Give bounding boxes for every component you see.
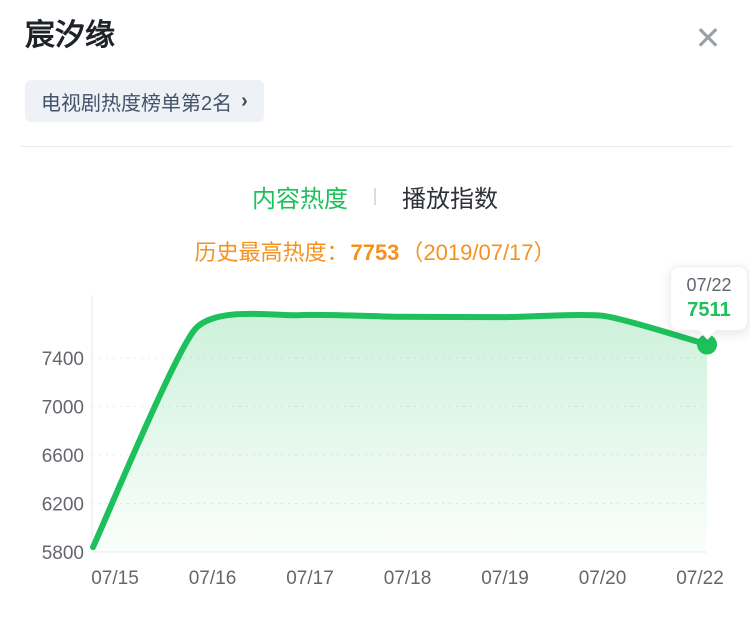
peak-note-date: （2019/07/17）	[401, 240, 556, 265]
rank-badge[interactable]: 电视剧热度榜单第2名 ›	[25, 80, 264, 122]
last-point-marker	[697, 334, 717, 355]
peak-note-label: 历史最高热度：	[194, 240, 349, 265]
y-axis-tick-label: 6200	[42, 495, 84, 516]
peak-note: 历史最高热度：7753（2019/07/17）	[0, 240, 750, 266]
tab-play-index[interactable]: 播放指数	[402, 185, 498, 213]
y-axis-tick-label: 7000	[42, 398, 84, 419]
x-axis-tick-label: 07/19	[481, 568, 529, 589]
tooltip-value: 7511	[687, 299, 731, 321]
header-divider	[20, 146, 733, 147]
x-axis-tick-label: 07/15	[91, 568, 139, 589]
x-axis-tick-label: 07/17	[286, 568, 334, 589]
rank-badge-label: 电视剧热度榜单第2名	[41, 92, 233, 115]
x-axis-tick-label: 07/16	[189, 568, 237, 589]
x-axis-tick-label: 07/22	[676, 568, 724, 589]
page-title: 宸汐缘	[25, 19, 115, 52]
tab-separator	[374, 187, 376, 205]
tooltip-date: 07/22	[686, 275, 732, 295]
series-line	[90, 310, 710, 551]
x-axis-tick-label: 07/20	[579, 568, 627, 589]
x-axis-tick-label: 07/18	[384, 568, 432, 589]
heat-chart[interactable]: 5800 6200 6600 7000 7400 07/15 07/16 07/17 07/18…	[0, 270, 750, 610]
peak-note-value: 7753	[350, 240, 400, 265]
close-icon[interactable]: ✕	[694, 20, 722, 56]
chart-tooltip: 07/22 7511	[670, 266, 748, 331]
tab-content-heat[interactable]: 内容热度	[252, 185, 348, 213]
chevron-right-icon: ›	[241, 90, 248, 112]
y-axis-tick-label: 5800	[42, 543, 84, 564]
tab-bar: 内容热度 播放指数	[0, 181, 750, 213]
series-area-fill	[93, 313, 707, 552]
y-axis-tick-label: 6600	[42, 446, 84, 467]
y-axis-tick-label: 7400	[42, 349, 84, 370]
